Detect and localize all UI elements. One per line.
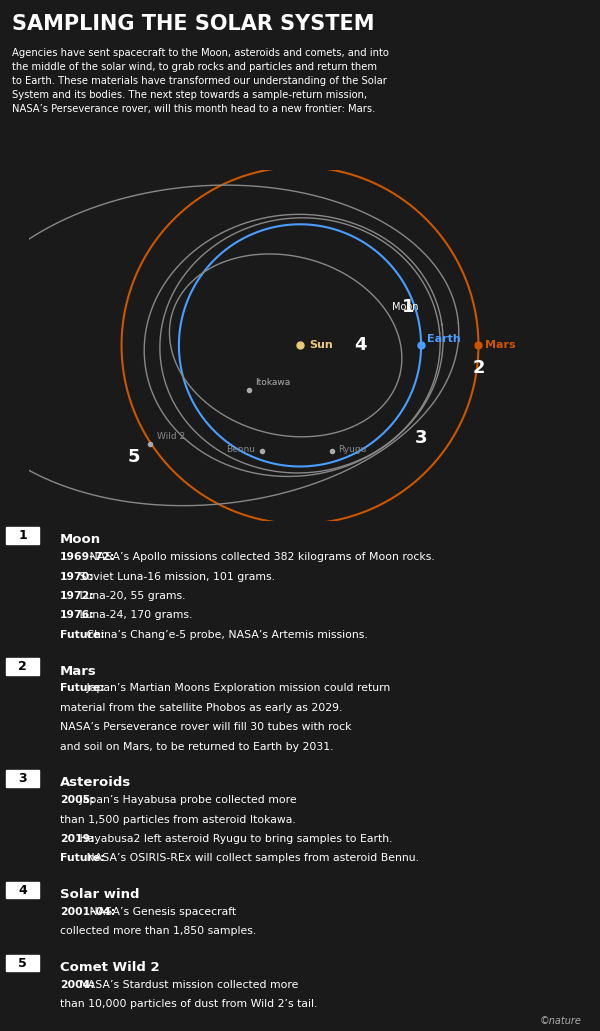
Text: than 1,500 particles from asteroid Itokawa.: than 1,500 particles from asteroid Itoka…: [60, 814, 296, 825]
Text: 2005:: 2005:: [60, 795, 95, 805]
Text: Luna-20, 55 grams.: Luna-20, 55 grams.: [77, 591, 186, 601]
Text: Asteroids: Asteroids: [60, 776, 131, 790]
Text: Future:: Future:: [60, 630, 105, 640]
Text: Mars: Mars: [485, 340, 515, 351]
Text: ©nature: ©nature: [540, 1016, 582, 1026]
Text: Moon: Moon: [60, 533, 101, 546]
Text: 1: 1: [18, 529, 27, 542]
Text: 2019:: 2019:: [60, 834, 95, 844]
Text: Mars: Mars: [60, 665, 97, 677]
FancyBboxPatch shape: [6, 659, 39, 674]
Text: Agencies have sent spacecraft to the Moon, asteroids and comets, and into
the mi: Agencies have sent spacecraft to the Moo…: [12, 47, 389, 113]
Text: 1972:: 1972:: [60, 591, 95, 601]
Text: SAMPLING THE SOLAR SYSTEM: SAMPLING THE SOLAR SYSTEM: [12, 13, 374, 34]
Text: 1976:: 1976:: [60, 610, 95, 621]
Text: NASA’s OSIRIS-REx will collect samples from asteroid Bennu.: NASA’s OSIRIS-REx will collect samples f…: [83, 854, 419, 863]
Text: material from the satellite Phobos as early as 2029.: material from the satellite Phobos as ea…: [60, 703, 343, 712]
Text: Comet Wild 2: Comet Wild 2: [60, 961, 160, 974]
Text: Earth: Earth: [427, 334, 461, 343]
Text: Luna-24, 170 grams.: Luna-24, 170 grams.: [77, 610, 193, 621]
FancyBboxPatch shape: [6, 882, 39, 898]
Text: 5: 5: [128, 447, 140, 466]
Text: Hayabusa2 left asteroid Ryugu to bring samples to Earth.: Hayabusa2 left asteroid Ryugu to bring s…: [77, 834, 393, 844]
Text: Future:: Future:: [60, 854, 105, 863]
Text: China’s Chang’e-5 probe, NASA’s Artemis missions.: China’s Chang’e-5 probe, NASA’s Artemis …: [83, 630, 368, 640]
Text: NASA’s Genesis spacecraft: NASA’s Genesis spacecraft: [86, 907, 236, 917]
Text: and soil on Mars, to be returned to Earth by 2031.: and soil on Mars, to be returned to Eart…: [60, 741, 334, 752]
Text: Ryugu: Ryugu: [338, 445, 367, 454]
Text: 5: 5: [18, 957, 27, 969]
Text: 4: 4: [18, 884, 27, 897]
Text: 1970:: 1970:: [60, 572, 95, 581]
Text: Future:: Future:: [60, 684, 105, 694]
Text: Itokawa: Itokawa: [256, 378, 290, 388]
Text: than 10,000 particles of dust from Wild 2’s tail.: than 10,000 particles of dust from Wild …: [60, 999, 317, 1009]
FancyBboxPatch shape: [6, 527, 39, 543]
Text: Solar wind: Solar wind: [60, 888, 139, 901]
Text: 2: 2: [18, 660, 27, 673]
Text: collected more than 1,850 samples.: collected more than 1,850 samples.: [60, 927, 256, 936]
Text: 2: 2: [472, 359, 485, 376]
Text: Soviet Luna-16 mission, 101 grams.: Soviet Luna-16 mission, 101 grams.: [77, 572, 275, 581]
Text: Sun: Sun: [310, 340, 334, 351]
Text: NASA’s Perseverance rover will fill 30 tubes with rock: NASA’s Perseverance rover will fill 30 t…: [60, 723, 352, 732]
Text: 1969–72:: 1969–72:: [60, 553, 115, 562]
FancyBboxPatch shape: [6, 955, 39, 971]
Text: Japan’s Hayabusa probe collected more: Japan’s Hayabusa probe collected more: [77, 795, 297, 805]
FancyBboxPatch shape: [6, 770, 39, 787]
Text: 3: 3: [415, 429, 427, 446]
Text: 3: 3: [18, 772, 27, 785]
Text: NASA’s Apollo missions collected 382 kilograms of Moon rocks.: NASA’s Apollo missions collected 382 kil…: [86, 553, 435, 562]
Text: Moon: Moon: [392, 302, 418, 312]
Text: 2004:: 2004:: [60, 980, 95, 990]
Text: 4: 4: [354, 336, 367, 355]
Text: Wild 2: Wild 2: [157, 432, 185, 441]
Text: NASA’s Stardust mission collected more: NASA’s Stardust mission collected more: [77, 980, 299, 990]
Text: Japan’s Martian Moons Exploration mission could return: Japan’s Martian Moons Exploration missio…: [83, 684, 391, 694]
Text: 1: 1: [402, 298, 415, 317]
Text: 2001–04:: 2001–04:: [60, 907, 115, 917]
Text: Bennu: Bennu: [226, 445, 256, 454]
